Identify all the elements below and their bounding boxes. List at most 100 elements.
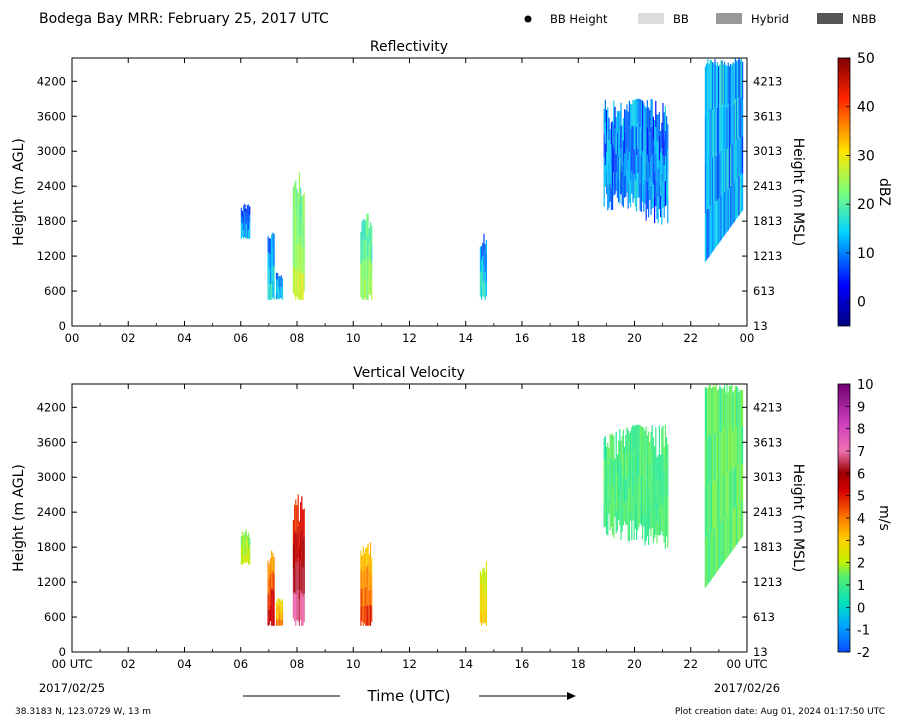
echo-gate [734, 386, 736, 427]
echo-gate [280, 619, 282, 626]
echo-gate [654, 492, 656, 515]
echo-gate [610, 122, 612, 145]
echo-gate [713, 63, 715, 110]
echo-gate [624, 153, 626, 176]
echo-gate [624, 502, 626, 522]
echo-gate [297, 193, 299, 220]
echo-gate [267, 236, 269, 253]
echo-gate [607, 107, 609, 133]
echo-gate [738, 58, 740, 98]
echo-gate [277, 612, 279, 619]
echo-gate [362, 586, 364, 606]
echo-gate [642, 100, 644, 126]
echo-gate [613, 436, 615, 462]
echo-gate [625, 153, 627, 176]
echo-gate [366, 235, 368, 257]
colorbar-tick-label: 50 [857, 51, 875, 67]
echo-gate [483, 609, 485, 624]
echo-gate [240, 543, 242, 551]
echo-gate [739, 390, 741, 428]
reflectivity-colorbar-ticks: 0 10 20 30 40 50 [846, 51, 875, 311]
echo-gate [716, 107, 718, 154]
colorbar-tick-label: 5 [857, 490, 865, 505]
echo-gate [656, 500, 658, 522]
echo-gate [633, 426, 635, 455]
y-tick-label: 0 [59, 319, 66, 333]
echo-gate [655, 507, 657, 535]
echo-gate [620, 465, 622, 491]
echo-gate [607, 133, 609, 159]
echo-gate [297, 246, 299, 273]
echo-gate [280, 281, 282, 287]
vertical-velocity-frame [71, 383, 748, 653]
echo-gate [275, 292, 278, 300]
echo-gate [484, 285, 486, 300]
echo-gate [731, 64, 733, 105]
echo-gate [624, 131, 626, 154]
echo-gate [648, 431, 650, 460]
echo-gate [271, 283, 273, 300]
echo-gate [616, 492, 618, 512]
y-tick-label-right: 13 [753, 319, 768, 333]
echo-gate [620, 490, 622, 516]
echo-gate [662, 453, 664, 481]
echo-gate [484, 272, 486, 286]
echo-gate [485, 239, 487, 254]
echo-gate [627, 135, 629, 161]
echo-gate [714, 106, 716, 154]
echo-gate [361, 572, 363, 589]
echo-gate [297, 558, 299, 590]
echo-gate [627, 184, 629, 209]
echo-gate [618, 500, 620, 520]
echo-gate [483, 595, 485, 610]
echo-gate [646, 154, 648, 182]
echo-gate [619, 157, 621, 181]
echo-gate [633, 124, 635, 150]
echo-gate [650, 510, 652, 537]
echo-gate [485, 561, 487, 578]
echo-gate [365, 220, 367, 241]
echo-gate [709, 385, 711, 435]
echo-gate [366, 586, 368, 606]
echo-gate [658, 136, 660, 161]
echo-gate [272, 589, 274, 608]
echo-gate [277, 272, 279, 280]
echo-gate [657, 495, 659, 515]
echo-gate [649, 441, 651, 464]
echo-gate [658, 184, 660, 210]
echo-gate [648, 488, 650, 517]
echo-gate [481, 246, 483, 260]
echo-gate [706, 437, 708, 487]
echo-gate [368, 608, 370, 626]
echo-gate [710, 388, 712, 436]
echo-gate [619, 429, 621, 454]
echo-gate [636, 453, 638, 483]
echo-gate [710, 435, 712, 484]
echo-gate [622, 453, 624, 478]
echo-gate [607, 442, 609, 466]
echo-gate [713, 203, 715, 251]
echo-gate [733, 182, 735, 223]
echo-gate [268, 238, 270, 254]
vertical-velocity-ylabel-right: Height (m MSL) [790, 464, 806, 573]
echo-gate [245, 223, 247, 232]
echo-gate [277, 292, 279, 299]
echo-gate [639, 182, 641, 211]
echo-gate [247, 556, 250, 565]
echo-gate [640, 156, 642, 185]
echo-gate [268, 268, 270, 285]
echo-gate [301, 561, 303, 594]
echo-gate [275, 607, 278, 614]
echo-gate [362, 279, 364, 300]
echo-gate [637, 451, 639, 478]
echo-gate [621, 125, 623, 146]
echo-gate [646, 181, 648, 209]
echo-gate [272, 265, 274, 282]
echo-gate [734, 99, 736, 140]
echo-gate [742, 99, 744, 137]
echo-gate [728, 470, 730, 513]
echo-gate [732, 510, 734, 550]
echo-gate [663, 191, 665, 218]
echo-gate [625, 131, 627, 154]
echo-gate [479, 583, 481, 597]
